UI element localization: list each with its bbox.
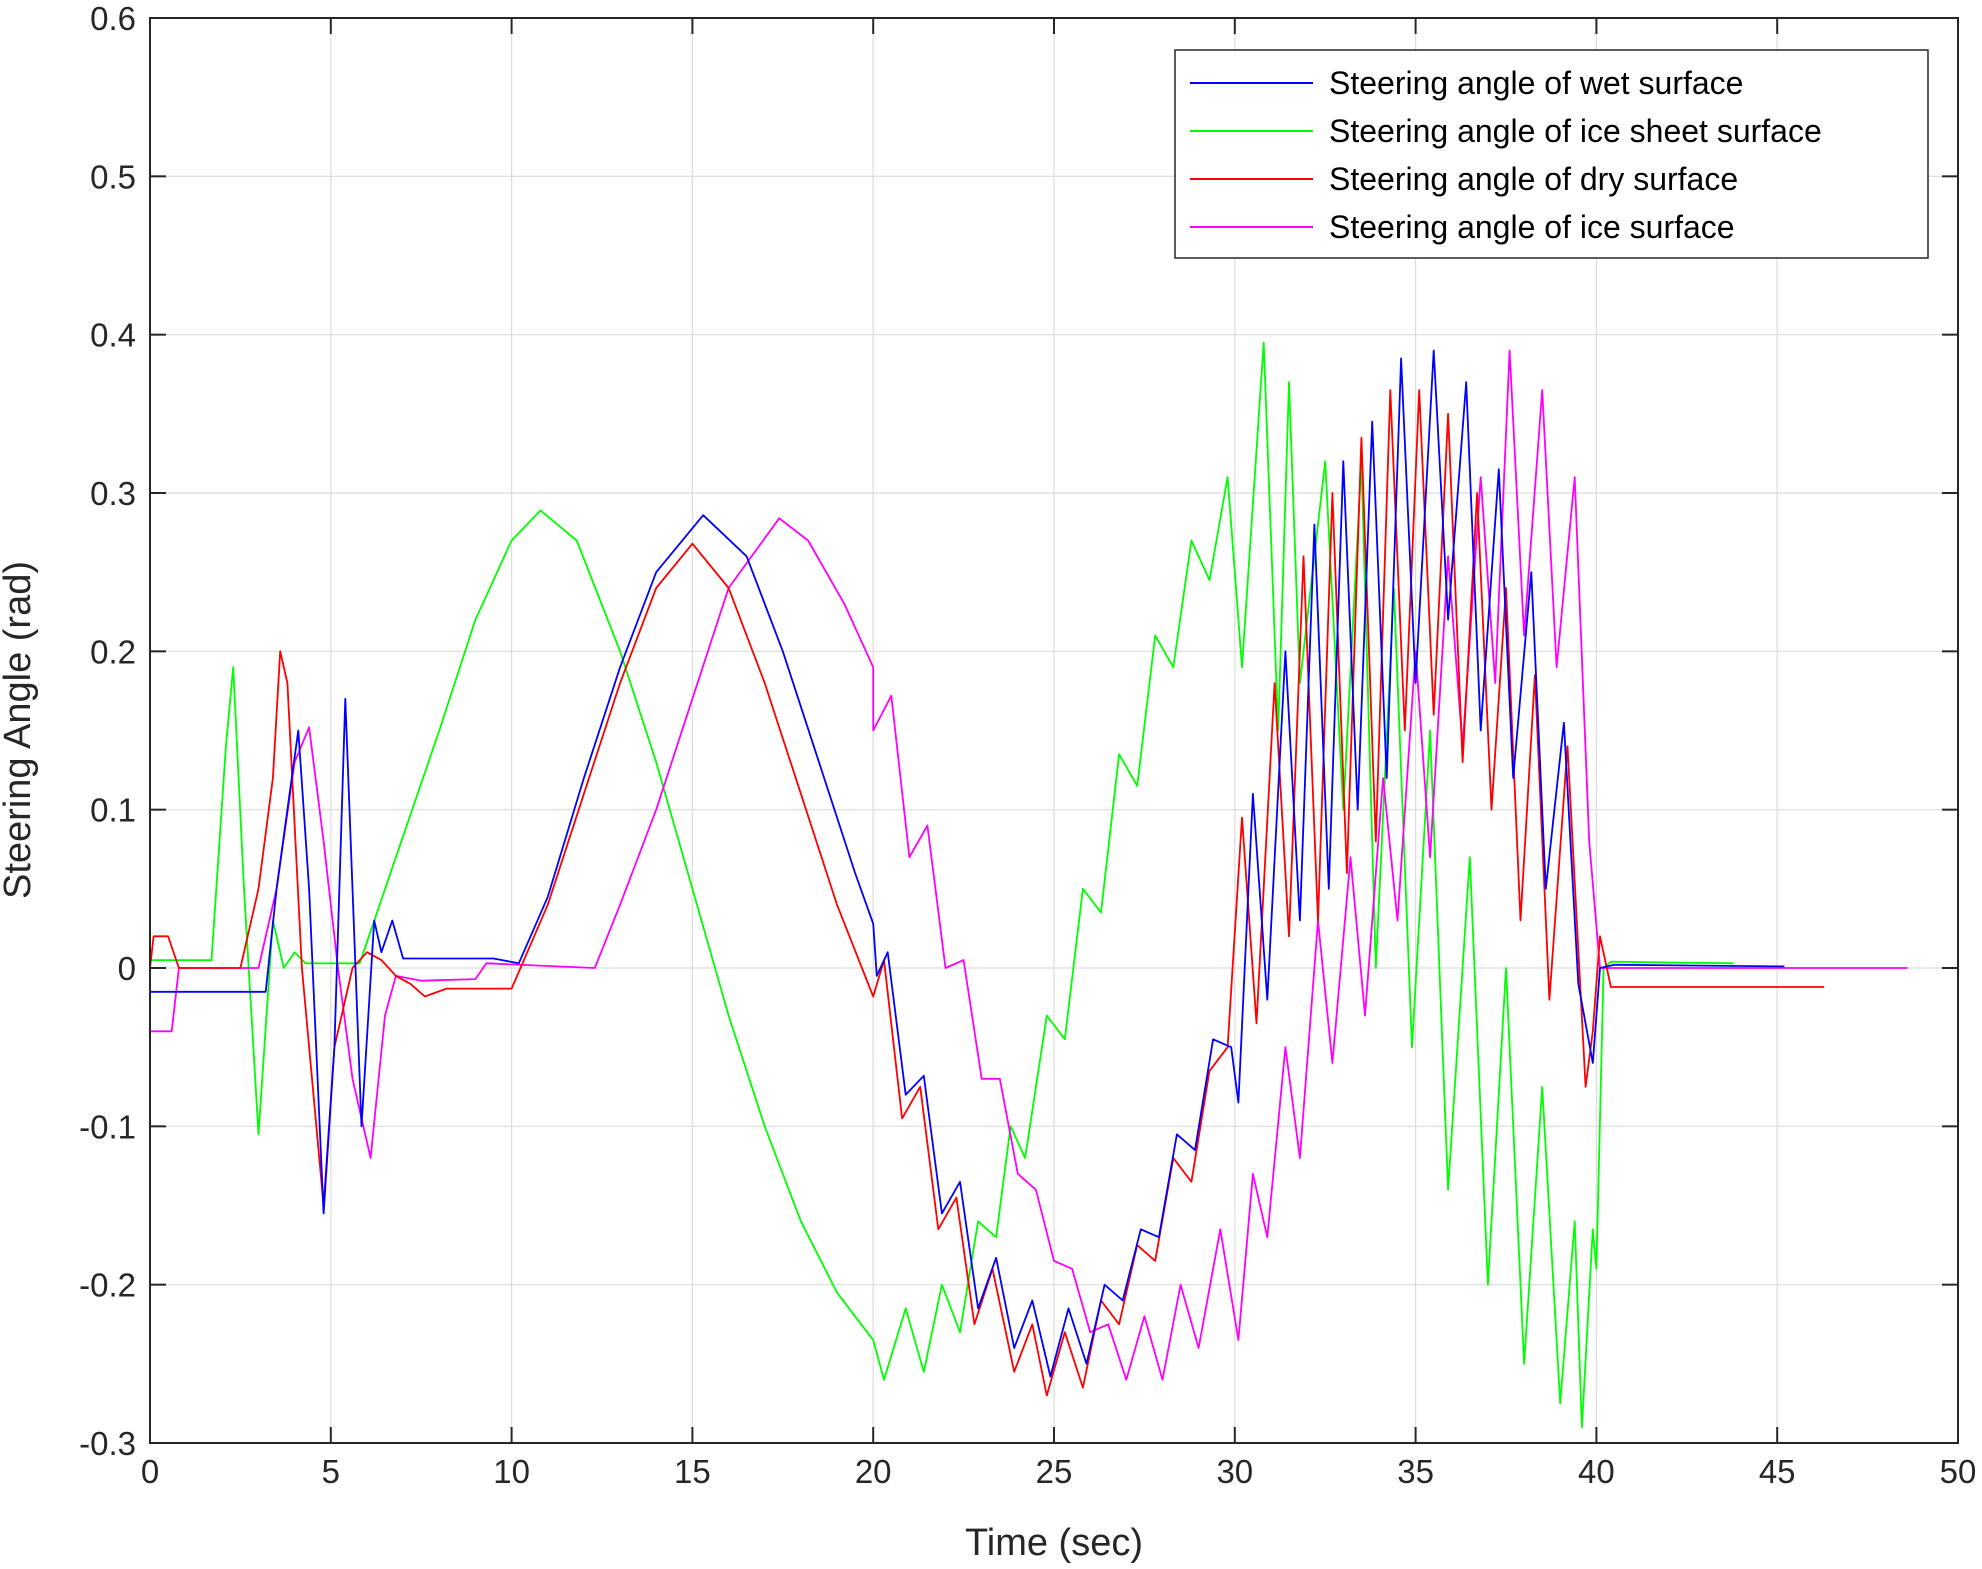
x-tick-label: 40 [1578, 1453, 1615, 1490]
x-tick-label: 15 [674, 1453, 711, 1490]
x-tick-label: 30 [1216, 1453, 1253, 1490]
legend-label: Steering angle of dry surface [1329, 161, 1738, 197]
x-tick-label: 35 [1397, 1453, 1434, 1490]
legend-box [1174, 49, 1929, 259]
x-tick-label: 0 [141, 1453, 159, 1490]
legend-label: Steering angle of ice surface [1329, 209, 1735, 245]
legend: Steering angle of wet surface Steering an… [1174, 49, 1929, 259]
y-tick-label: 0.4 [90, 317, 136, 354]
series-layer [149, 341, 1908, 1429]
x-tick-label: 25 [1036, 1453, 1073, 1490]
y-tick-label: -0.3 [79, 1425, 136, 1462]
x-tick-label: 5 [322, 1453, 340, 1490]
y-tick-label: 0.5 [90, 158, 136, 195]
x-tick-label: 45 [1759, 1453, 1796, 1490]
x-axis-title: Time (sec) [965, 1522, 1143, 1564]
y-tick-label: 0.6 [90, 0, 136, 37]
x-tick-label: 20 [855, 1453, 892, 1490]
series-line [150, 341, 1734, 1429]
x-tick-label: 10 [493, 1453, 530, 1490]
y-tick-label: 0.1 [90, 792, 136, 829]
y-axis-title: Steering Angle (rad) [0, 561, 39, 899]
y-tick-label: 0 [118, 950, 136, 987]
series-line [150, 349, 1785, 1378]
y-tick-label: -0.2 [79, 1267, 136, 1304]
legend-label: Steering angle of ice sheet surface [1329, 113, 1822, 149]
y-tick-label: 0.3 [90, 475, 136, 512]
y-axis-ticks: -0.3 -0.2 -0.1 0 0.1 0.2 0.3 0.4 0.5 0.6 [79, 0, 1958, 1462]
x-axis-ticks: 0 5 10 15 20 25 30 35 40 45 50 [141, 18, 1977, 1490]
legend-label: Steering angle of wet surface [1329, 65, 1743, 101]
y-tick-label: 0.2 [90, 633, 136, 670]
y-tick-label: -0.1 [79, 1108, 136, 1145]
x-tick-label: 50 [1940, 1453, 1977, 1490]
